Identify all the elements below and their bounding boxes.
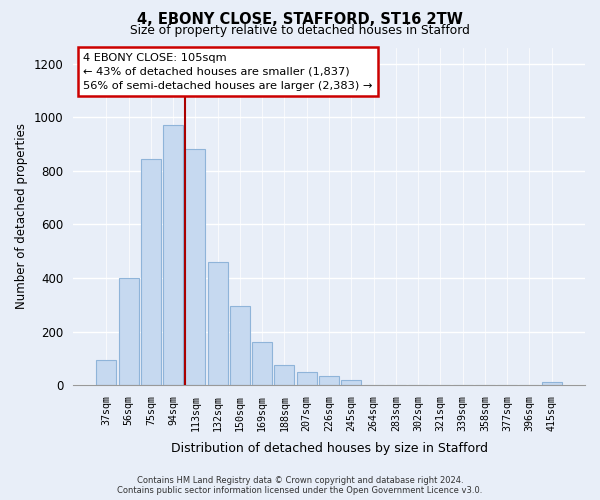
X-axis label: Distribution of detached houses by size in Stafford: Distribution of detached houses by size … — [170, 442, 488, 455]
Bar — [542, 382, 562, 385]
Bar — [141, 158, 161, 385]
Y-axis label: Number of detached properties: Number of detached properties — [15, 124, 28, 310]
Bar — [230, 306, 250, 385]
Bar — [274, 365, 295, 385]
Bar — [208, 262, 227, 385]
Bar — [163, 125, 183, 385]
Text: 4 EBONY CLOSE: 105sqm
← 43% of detached houses are smaller (1,837)
56% of semi-d: 4 EBONY CLOSE: 105sqm ← 43% of detached … — [83, 52, 373, 90]
Bar — [252, 342, 272, 385]
Bar — [185, 150, 205, 385]
Bar — [96, 360, 116, 385]
Text: Contains HM Land Registry data © Crown copyright and database right 2024.
Contai: Contains HM Land Registry data © Crown c… — [118, 476, 482, 495]
Text: Size of property relative to detached houses in Stafford: Size of property relative to detached ho… — [130, 24, 470, 37]
Bar — [297, 372, 317, 385]
Bar — [341, 380, 361, 385]
Bar — [119, 278, 139, 385]
Bar — [319, 376, 339, 385]
Text: 4, EBONY CLOSE, STAFFORD, ST16 2TW: 4, EBONY CLOSE, STAFFORD, ST16 2TW — [137, 12, 463, 28]
